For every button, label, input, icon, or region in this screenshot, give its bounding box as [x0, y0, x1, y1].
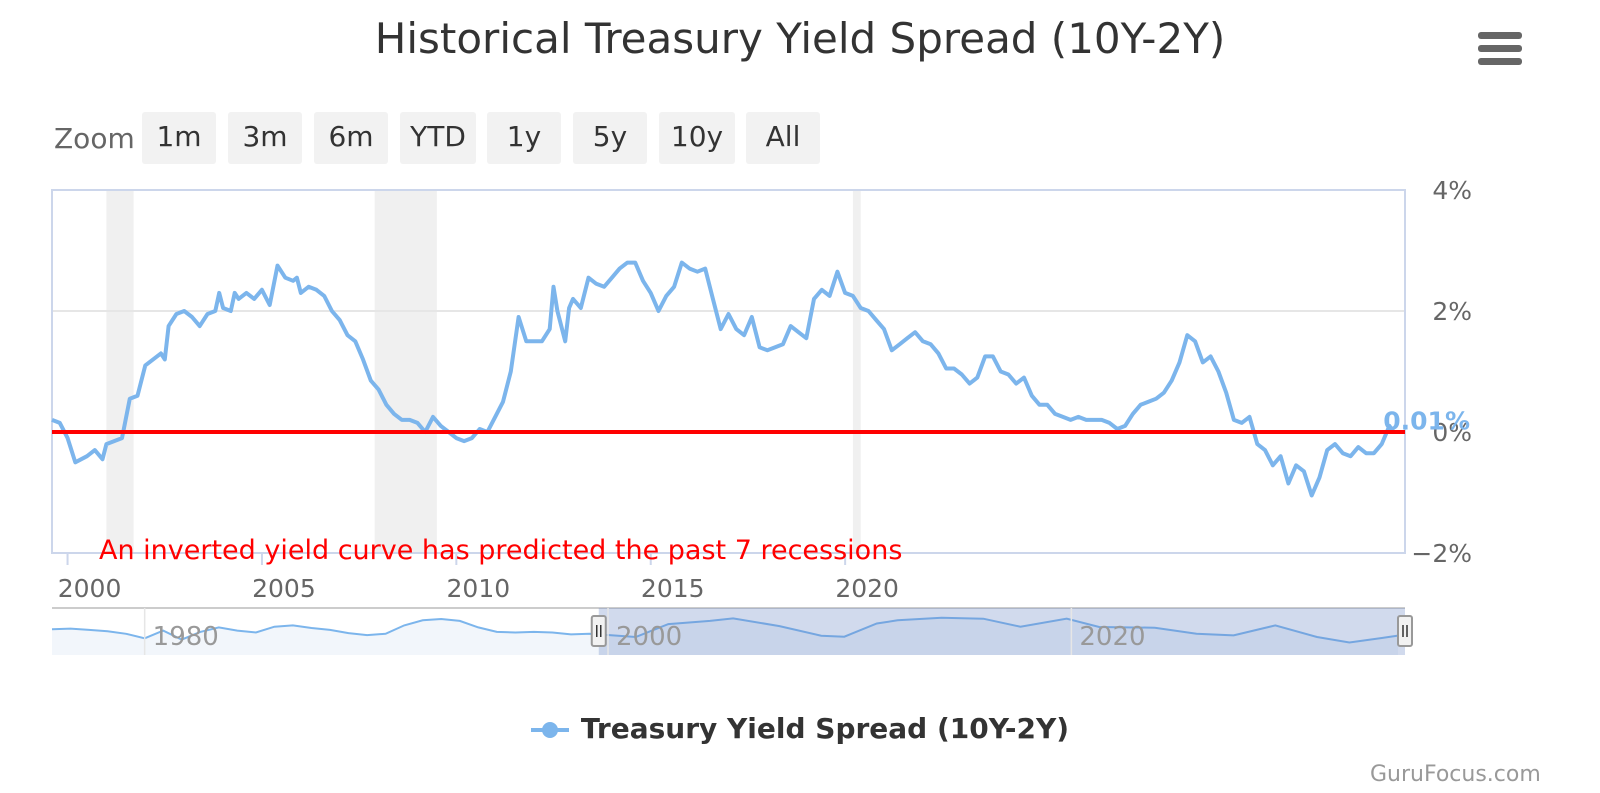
zoom-button-1m[interactable]: 1m	[142, 112, 216, 164]
gridlines	[52, 189, 1405, 554]
chart-title: Historical Treasury Yield Spread (10Y-2Y…	[374, 14, 1226, 63]
x-tick-label: 2020	[835, 574, 899, 603]
credits-link[interactable]: GuruFocus.com	[1370, 762, 1541, 787]
zoom-button-3m[interactable]: 3m	[228, 112, 302, 164]
recession-bands	[106, 190, 861, 553]
navigator-area	[52, 617, 1398, 655]
zoom-button-ytd[interactable]: YTD	[400, 112, 476, 164]
x-axis-ticks: 2000 2005 2010 2015 2020	[58, 553, 899, 603]
zoom-button-5y[interactable]: 5y	[573, 112, 647, 164]
y-tick-label: 2%	[1432, 297, 1472, 326]
legend-item[interactable]: Treasury Yield Spread (10Y-2Y)	[0, 712, 1600, 745]
recession-band-0	[106, 190, 134, 553]
x-tick-label: 2015	[641, 574, 705, 603]
plot-border	[51, 189, 1406, 554]
hamburger-menu-icon	[1478, 45, 1522, 52]
y-tick-label: −2%	[1411, 539, 1472, 568]
navigator-handle-left[interactable]	[590, 615, 607, 647]
recession-band-2	[852, 190, 861, 553]
navigator-tick-label: 2000	[616, 622, 682, 652]
y-axis-ticks: 4% 2% 0% −2%	[1411, 176, 1472, 568]
inverted-curve-annotation: An inverted yield curve has predicted th…	[99, 535, 902, 566]
zoom-button-all[interactable]: All	[746, 112, 820, 164]
x-tick-label: 2010	[447, 574, 511, 603]
zoom-label: Zoom	[54, 122, 135, 155]
recession-band-1	[374, 190, 437, 553]
zoom-button-1y[interactable]: 1y	[487, 112, 561, 164]
chart-context-menu-button[interactable]	[1478, 32, 1522, 68]
hamburger-menu-icon	[1478, 58, 1522, 65]
last-value-label: 0.01%	[1383, 406, 1470, 435]
zoom-button-6m[interactable]: 6m	[314, 112, 388, 164]
y-tick-label: 0%	[1432, 418, 1472, 447]
y-tick-label: 4%	[1432, 176, 1472, 205]
hamburger-menu-icon	[1478, 32, 1522, 39]
series-line[interactable]	[51, 260, 1395, 498]
zoom-button-10y[interactable]: 10y	[659, 112, 735, 164]
x-tick-label: 2000	[58, 574, 122, 603]
x-tick-label: 2005	[252, 574, 316, 603]
navigator-selected-range[interactable]	[598, 608, 1405, 655]
navigator-ticks: 1980 2000 2020	[143, 608, 1146, 655]
navigator-handle-right[interactable]	[1397, 615, 1413, 647]
navigator-tick-label: 2020	[1079, 622, 1145, 652]
navigator-series-line	[51, 616, 1399, 644]
range-navigator[interactable]: 1980 2000 2020	[51, 607, 1413, 655]
navigator-tick-label: 1980	[153, 622, 219, 652]
legend-line-marker-icon	[530, 722, 569, 738]
legend-label: Treasury Yield Spread (10Y-2Y)	[580, 712, 1070, 745]
